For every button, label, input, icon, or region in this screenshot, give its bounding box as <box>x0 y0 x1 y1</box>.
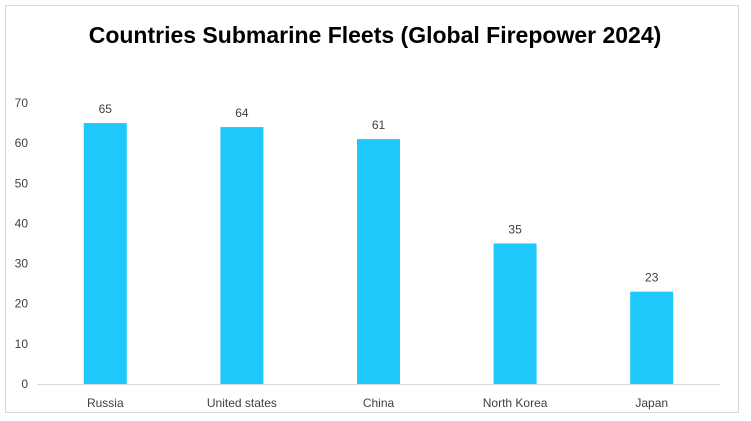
y-tick-label: 30 <box>15 257 29 271</box>
data-label: 64 <box>235 106 249 120</box>
bars <box>83 123 674 385</box>
bar-japan <box>630 291 674 384</box>
chart-title: Countries Submarine Fleets (Global Firep… <box>88 22 662 48</box>
y-tick-label: 60 <box>15 136 29 150</box>
y-tick-label: 70 <box>15 96 29 110</box>
data-labels: 65 64 61 35 23 <box>99 102 659 285</box>
y-tick-label: 50 <box>15 176 29 190</box>
bar-north-korea <box>493 243 537 384</box>
bar-russia <box>83 123 127 385</box>
x-tick-label: United states <box>207 396 277 410</box>
x-tick-label: Japan <box>635 396 668 410</box>
y-tick-label: 0 <box>21 377 28 391</box>
data-label: 23 <box>645 271 659 285</box>
x-tick-label: North Korea <box>483 396 548 410</box>
x-tick-label: China <box>363 396 395 410</box>
y-tick-label: 10 <box>15 337 29 351</box>
data-label: 35 <box>508 223 522 237</box>
y-tick-label: 20 <box>15 297 29 311</box>
y-axis-ticks: 0 10 20 30 40 50 60 70 <box>15 96 29 391</box>
data-label: 61 <box>372 118 386 132</box>
x-tick-label: Russia <box>87 396 124 410</box>
bar-united-states <box>220 127 264 384</box>
y-tick-label: 40 <box>15 216 29 230</box>
data-label: 65 <box>99 102 113 116</box>
x-axis-ticks: Russia United states China North Korea Japan <box>87 396 668 410</box>
bar-china <box>357 139 400 384</box>
